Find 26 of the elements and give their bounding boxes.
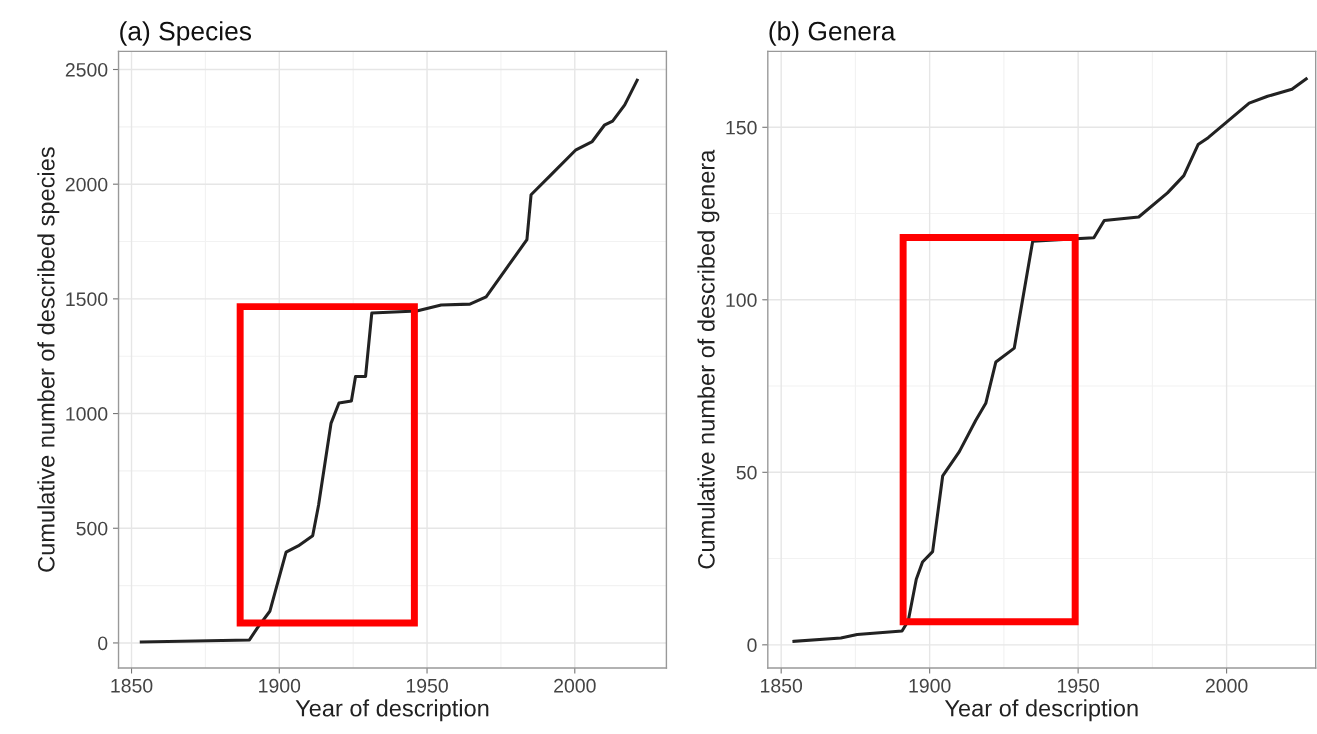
chart-title: (a) Species: [120, 21, 252, 46]
x-tick-label: 1900: [259, 678, 301, 693]
x-tick-label: 2000: [1205, 678, 1248, 693]
y-tick-label: 1000: [66, 407, 108, 421]
x-tick-label: 1950: [406, 678, 448, 693]
x-tick-label: 1850: [761, 678, 803, 693]
x-axis-title: Year of description: [295, 699, 489, 722]
chart-title: (b) Genera: [769, 21, 896, 46]
y-tick-label: 0: [98, 636, 108, 651]
x-tick-label: 1950: [1057, 678, 1099, 693]
x-axis-title: Year of description: [944, 699, 1138, 722]
y-axis-title: Cumulative number of described species: [37, 147, 60, 572]
y-tick-label: 500: [76, 521, 108, 536]
y-tick-label: 2000: [65, 177, 108, 192]
y-tick-label: 100: [726, 293, 757, 308]
y-axis-title: Cumulative number of described genera: [697, 149, 720, 569]
line-series: [792, 77, 1308, 643]
y-tick-label: 1500: [66, 292, 108, 307]
y-tick-label: 0: [747, 638, 757, 653]
y-tick-label: 150: [726, 120, 757, 135]
line-series: [139, 78, 639, 644]
x-tick-label: 1900: [909, 678, 951, 693]
y-tick-label: 2500: [65, 62, 108, 77]
y-tick-label: 50: [736, 465, 757, 480]
x-tick-label: 2000: [554, 678, 596, 693]
x-tick-label: 1850: [111, 678, 153, 693]
